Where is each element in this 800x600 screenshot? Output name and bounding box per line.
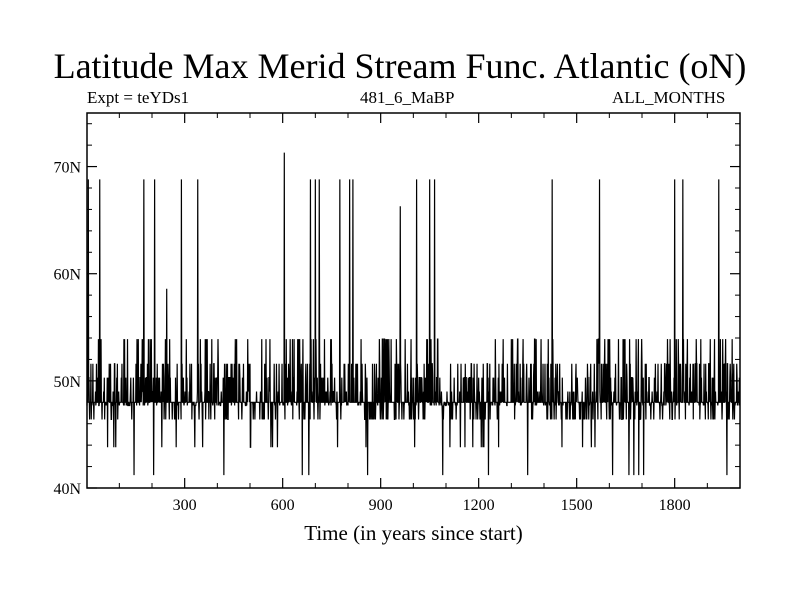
x-tick-label: 600 (271, 497, 295, 514)
x-tick-label: 1200 (463, 497, 495, 514)
y-tick-label: 60N (53, 267, 81, 284)
x-tick-label: 1800 (659, 497, 691, 514)
series-line (86, 152, 741, 476)
months-label: ALL_MONTHS (612, 88, 726, 107)
plot-area: 300 600 900 1200 1500 1800 40N 50N 60N 70N Time (i… (53, 112, 741, 545)
chart-title: Latitude Max Merid Stream Func. Atlantic… (53, 46, 747, 86)
y-tick-label: 50N (53, 374, 81, 391)
x-tick-label: 300 (173, 497, 197, 514)
x-tick-label: 900 (369, 497, 393, 514)
plot-frame (86, 112, 741, 489)
case-label: 481_6_MaBP (360, 88, 455, 107)
y-tick-label: 40N (53, 481, 81, 498)
y-tick-label: 70N (53, 160, 81, 177)
x-tick-label: 1500 (561, 497, 593, 514)
experiment-label: Expt = teYDs1 (87, 88, 190, 107)
x-axis-label: Time (in years since start) (304, 521, 523, 545)
